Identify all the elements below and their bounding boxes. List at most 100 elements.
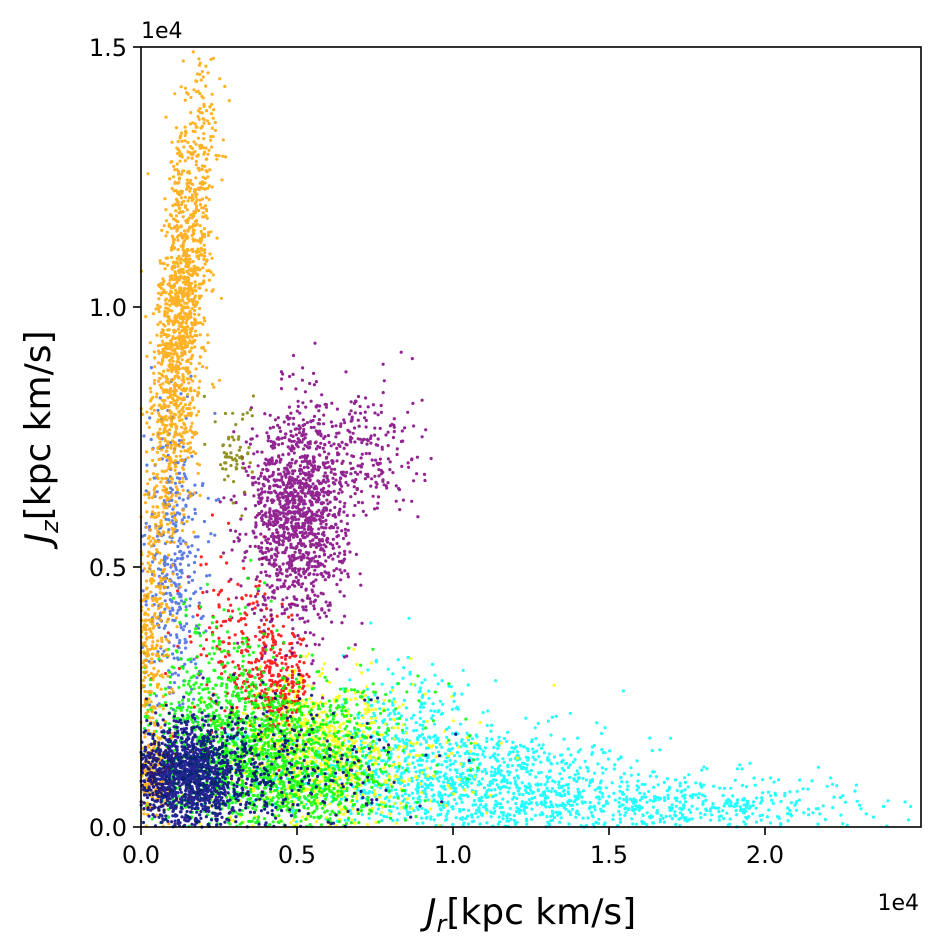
scatter-point [284, 574, 289, 578]
scatter-point [322, 413, 326, 417]
scatter-point [577, 776, 581, 780]
scatter-point [523, 811, 528, 816]
scatter-point [535, 801, 539, 805]
scatter-point [347, 541, 351, 545]
scatter-point [539, 760, 543, 764]
scatter-point [386, 481, 390, 485]
scatter-point [262, 521, 266, 525]
scatter-point [293, 469, 297, 473]
scatter-point [288, 733, 292, 737]
scatter-point [389, 782, 393, 787]
scatter-point [429, 766, 433, 770]
scatter-point [689, 810, 693, 815]
scatter-point [571, 760, 575, 764]
scatter-point [234, 423, 238, 427]
scatter-point [372, 793, 376, 797]
scatter-point [375, 802, 379, 807]
scatter-point [328, 500, 332, 504]
scatter-point [337, 559, 342, 564]
scatter-point [458, 774, 462, 778]
scatter-point [190, 454, 194, 458]
scatter-point [291, 535, 295, 539]
scatter-point [253, 544, 257, 549]
scatter-point [374, 811, 378, 815]
scatter-point [452, 798, 457, 802]
scatter-point [436, 736, 440, 740]
scatter-point [143, 533, 147, 537]
scatter-point [410, 779, 414, 783]
scatter-point [301, 471, 305, 475]
scatter-point [304, 530, 308, 535]
scatter-points [139, 50, 913, 829]
scatter-point [364, 425, 368, 429]
scatter-point [302, 447, 306, 451]
scatter-point [288, 573, 292, 577]
scatter-point [278, 429, 283, 433]
scatter-point [658, 817, 662, 821]
scatter-point [392, 429, 396, 434]
scatter-point [284, 518, 288, 523]
scatter-point [258, 683, 262, 687]
scatter-point [450, 751, 454, 755]
scatter-point [436, 710, 440, 714]
scatter-point [348, 678, 352, 682]
scatter-point [415, 776, 419, 780]
scatter-point [371, 494, 375, 498]
scatter-point [858, 803, 862, 807]
scatter-point [411, 755, 415, 760]
scatter-point [381, 702, 385, 706]
scatter-point [600, 766, 604, 770]
scatter-point [312, 533, 316, 537]
scatter-point [471, 803, 475, 807]
scatter-point [294, 522, 298, 526]
scatter-point [393, 801, 397, 806]
scatter-point [341, 470, 345, 474]
scatter-point [346, 528, 350, 532]
scatter-point [257, 511, 261, 516]
scatter-point [903, 800, 907, 804]
scatter-point [320, 490, 324, 494]
scatter-point [575, 769, 579, 773]
scatter-point [498, 791, 502, 795]
scatter-point [291, 567, 295, 571]
scatter-point [326, 513, 330, 518]
scatter-point [381, 479, 385, 483]
scatter-point [331, 537, 335, 541]
scatter-point [332, 442, 336, 446]
scatter-point [324, 403, 328, 407]
scatter-point [735, 813, 739, 817]
scatter-point [397, 762, 401, 766]
scatter-point [374, 485, 378, 489]
scatter-point [588, 781, 592, 785]
scatter-point [395, 792, 399, 796]
scatter-point [292, 416, 296, 420]
scatter-point [324, 545, 328, 549]
scatter-point [348, 438, 352, 442]
scatter-point [298, 479, 302, 483]
scatter-point [447, 726, 451, 730]
scatter-point [316, 468, 320, 472]
scatter-point [427, 744, 431, 748]
scatter-point [449, 762, 453, 766]
scatter-point [278, 651, 282, 656]
scatter-point [527, 802, 531, 806]
scatter-point [729, 800, 733, 804]
scatter-point [322, 564, 327, 568]
scatter-point [259, 570, 263, 575]
scatter-point [583, 800, 587, 804]
scatter-point [749, 804, 753, 809]
scatter-point [236, 737, 240, 741]
scatter-point [620, 780, 624, 784]
scatter-point [402, 779, 406, 784]
scatter-point [429, 709, 433, 713]
scatter-point [623, 813, 627, 818]
scatter-point [296, 445, 300, 449]
scatter-point [488, 756, 492, 760]
scatter-point [772, 780, 776, 784]
scatter-point [309, 425, 313, 430]
scatter-point [244, 440, 248, 444]
scatter-point [343, 527, 347, 532]
scatter-point [742, 803, 746, 807]
scatter-point [437, 779, 441, 783]
scatter-point [307, 652, 311, 656]
